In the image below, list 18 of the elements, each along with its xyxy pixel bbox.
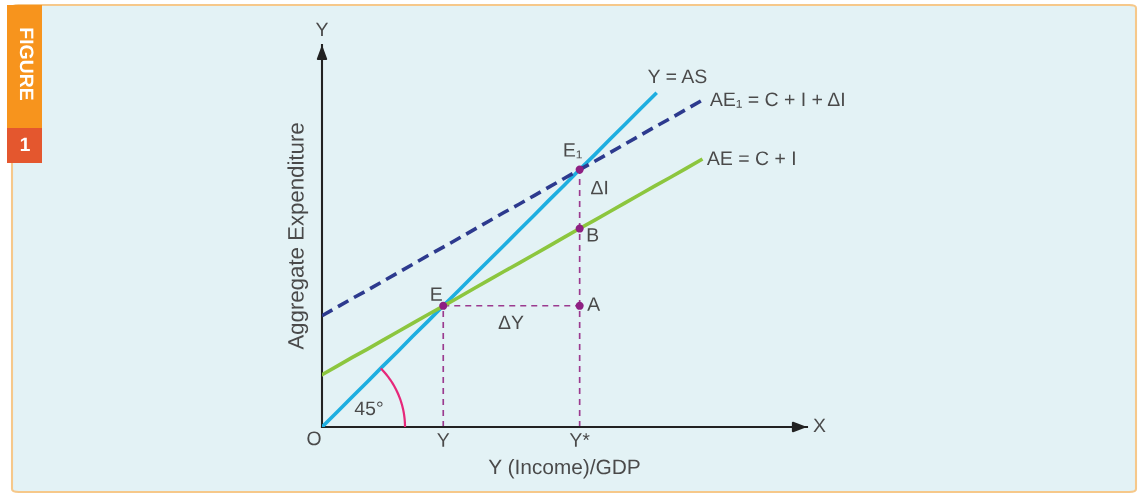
text: O bbox=[307, 431, 321, 446]
series-label: AE₁ = C + I + ΔI bbox=[709, 92, 844, 108]
annotation: ΔI bbox=[591, 180, 608, 195]
annotation: 45° bbox=[354, 401, 383, 416]
annotation: E bbox=[431, 287, 442, 301]
x-tick-label: Y* bbox=[569, 433, 590, 447]
annotation: E₁ bbox=[564, 143, 582, 159]
text: X bbox=[813, 418, 826, 433]
y-axis-title: Aggregate Expenditure bbox=[287, 123, 309, 350]
series-label: AE = C + I bbox=[706, 151, 795, 166]
text: Y bbox=[315, 22, 329, 37]
text: 1 bbox=[20, 137, 30, 152]
series-label: Y = AS bbox=[648, 69, 707, 84]
x-axis-title: Y (Income)/GDP bbox=[488, 459, 640, 479]
annotation: ΔY bbox=[498, 315, 524, 330]
annotation: B bbox=[587, 228, 599, 242]
annotation: A bbox=[587, 297, 601, 311]
text: FIGURE bbox=[19, 28, 34, 100]
